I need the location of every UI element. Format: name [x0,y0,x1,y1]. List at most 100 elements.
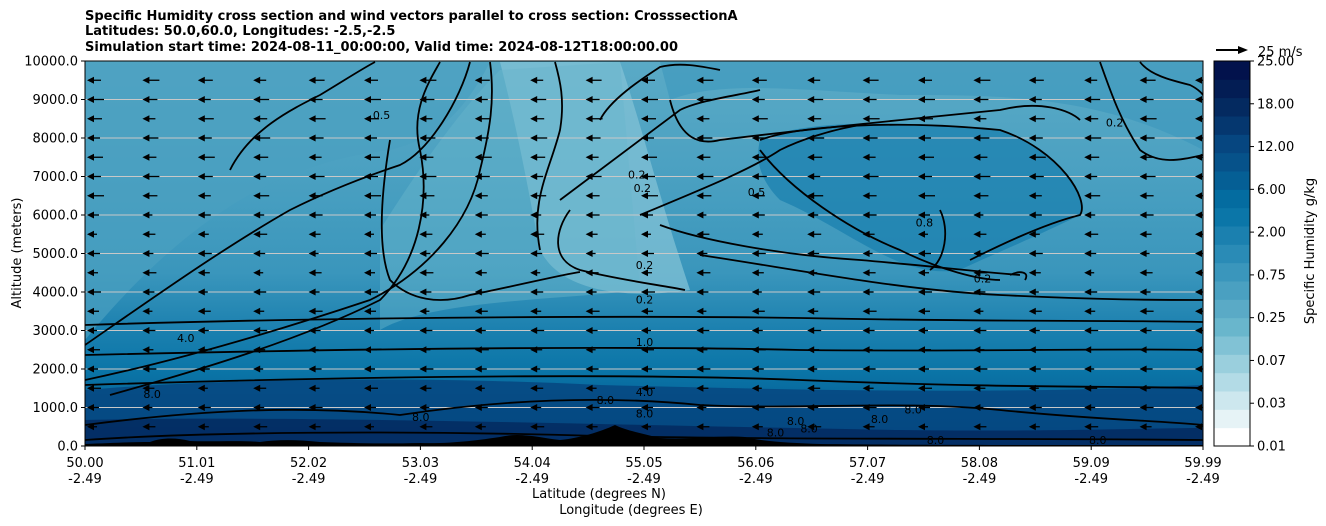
wind-vector-arrowhead-icon [253,327,261,334]
wind-vector-arrowhead-icon [918,288,925,296]
wind-vector-arrowhead-icon [641,96,648,103]
wind-vector-arrowhead-icon [918,134,925,142]
wind-vector-arrowhead-icon [419,327,427,334]
contour-line [1009,271,1028,281]
contour-label: 0.2 [636,294,654,307]
wind-vector-arrowhead-icon [807,115,815,123]
x-tick-label-latitude: 53.03 [402,456,439,471]
wind-vector-arrowhead-icon [807,76,815,84]
wind-vector-arrowhead-icon [862,288,870,296]
wind-vector-arrowhead-icon [419,96,427,103]
wind-vector-arrowhead-icon [585,307,593,315]
wind-vector-arrowhead-icon [474,211,482,219]
contour-line [85,375,1203,389]
wind-vector-arrowhead-icon [641,173,648,180]
quiver-key-label: 25 m/s [1258,45,1303,60]
colorbar-segment [1214,97,1250,117]
wind-vector-arrowhead-icon [585,250,593,257]
wind-vector-arrowhead-icon [197,96,205,103]
wind-vector-arrowhead-icon [807,211,815,219]
wind-vector-arrowhead-icon [1139,269,1147,277]
contour-label: 8.0 [597,394,615,407]
terrain-silhouette [85,425,1203,446]
colorbar-segment [1214,262,1250,282]
wind-vector-arrowhead-icon [474,307,482,315]
wind-vector-arrowhead-icon [253,96,261,103]
quiver-key: 25 m/s [1216,45,1303,60]
wind-vector-arrowhead-icon [87,173,94,180]
contour-label: 8.0 [927,434,945,447]
wind-vector-arrowhead-icon [308,269,316,277]
wind-vector-arrowhead-icon [641,423,648,431]
wind-vector-arrowhead-icon [530,153,538,161]
wind-vector-arrowhead-icon [142,384,150,392]
contour-line [229,61,376,171]
wind-vector-arrowhead-icon [862,211,870,219]
contour-line [380,139,581,301]
colorbar-segment [1214,189,1250,209]
wind-vector-arrowhead-icon [253,115,261,123]
wind-vector-arrowhead-icon [1139,423,1147,431]
wind-vector-arrowhead-icon [308,307,316,315]
wind-vector-arrowhead-icon [585,230,593,238]
wind-vector-arrowhead-icon [253,404,261,411]
wind-vector-arrowhead-icon [530,134,538,142]
wind-vector-arrowhead-icon [1084,307,1092,315]
wind-vector-arrowhead-icon [585,404,593,411]
contour-label: 0.2 [636,259,654,272]
contour-label: 8.0 [412,411,430,424]
wind-vector-arrowhead-icon [308,173,316,180]
wind-vector-arrowhead-icon [474,384,482,392]
contour-label: 0.8 [916,217,934,230]
wind-vector-arrowhead-icon [142,134,150,142]
wind-vector-arrowhead-icon [253,230,261,238]
y-tick-label: 2000.0 [33,363,79,378]
colorbar-tick-label: 25.00 [1257,55,1294,70]
y-tick-label: 5000.0 [33,247,79,262]
wind-vector-arrowhead-icon [197,211,205,219]
wind-vector-arrowhead-icon [807,365,815,373]
wind-vector-arrowhead-icon [807,96,815,103]
wind-vector-arrowhead-icon [641,192,648,200]
contour-label: 8.0 [767,427,785,440]
colorbar-label: Specific Humidity g/kg [1303,178,1318,324]
contour-label: 1.0 [636,336,654,349]
wind-vector-arrowhead-icon [1139,76,1147,84]
x-tick-label-longitude: -2.49 [739,472,773,487]
wind-vector-arrowhead-icon [308,365,316,373]
wind-vector-arrowhead-icon [641,327,648,334]
wind-vector-arrowhead-icon [751,269,759,277]
wind-vector-arrowhead-icon [973,153,981,161]
wind-vector-arrowhead-icon [530,250,538,257]
wind-vector-arrowhead-icon [973,365,981,373]
wind-vector-arrowhead-icon [918,307,925,315]
wind-vector-arrowhead-icon [197,423,205,431]
wind-vector-arrowhead-icon [696,134,704,142]
contour-line [759,149,1001,281]
wind-vector-arrowhead-icon [1084,115,1092,123]
y-tick-label: 3000.0 [33,324,79,339]
wind-vector-arrowhead-icon [197,269,205,277]
wind-vector-arrowhead-icon [1084,192,1092,200]
wind-vector-arrowhead-icon [641,250,648,257]
chart-title-line-2: Latitudes: 50.0,60.0, Longitudes: -2.5,-… [85,24,396,39]
wind-vector-arrowhead-icon [87,134,94,142]
wind-vector-arrowhead-icon [197,307,205,315]
wind-vector-arrowhead-icon [862,307,870,315]
wind-vector-arrowhead-icon [1139,96,1147,103]
wind-vector-arrowhead-icon [918,423,925,431]
wind-vector-arrowhead-icon [253,250,261,257]
wind-vector-arrowhead-icon [142,288,150,296]
colorbar-tick-label: 0.03 [1257,397,1286,412]
wind-vector-arrowhead-icon [308,250,316,257]
wind-vector-arrowhead-icon [474,250,482,257]
wind-vector-arrowhead-icon [364,134,371,142]
humidity-region-dry-column [500,62,690,294]
x-axis: 50.00-2.4951.01-2.4952.02-2.4953.03-2.49… [66,446,1222,487]
wind-vector-arrowhead-icon [1028,288,1036,296]
wind-vector-arrowhead-icon [530,230,538,238]
wind-vector-arrowhead-icon [419,404,427,411]
wind-vector-arrowhead-icon [87,76,94,84]
wind-vector-arrowhead-icon [474,423,482,431]
